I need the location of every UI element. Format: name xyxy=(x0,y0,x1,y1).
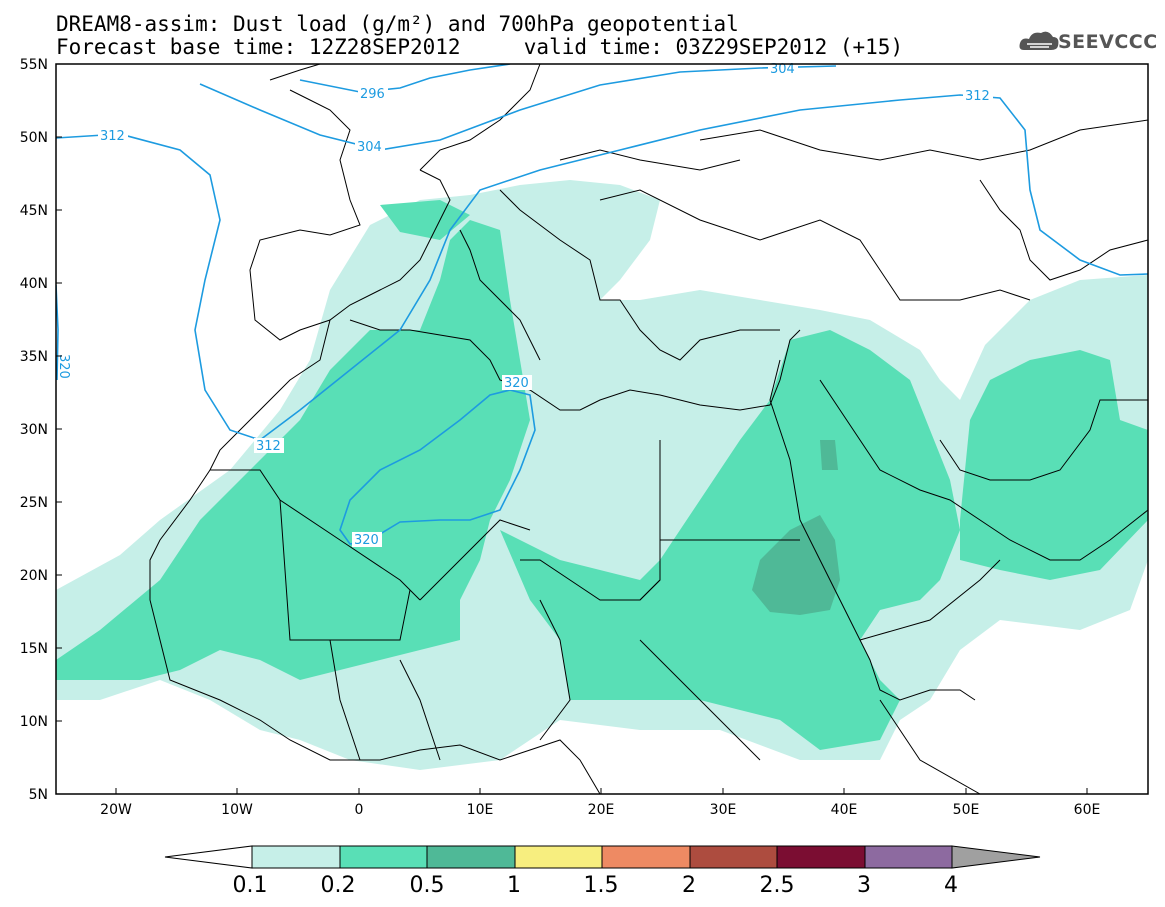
colorbar-swatch xyxy=(514,845,603,869)
colorbar-label: 2 xyxy=(682,873,696,898)
map-title: DREAM8-assim: Dust load (g/m²) and 700hP… xyxy=(56,12,739,36)
lat-tick-label: 30N xyxy=(20,422,48,438)
contour-label: 304 xyxy=(357,140,382,155)
contour-labels: 312 296 304 304 312 320 320 312 320 xyxy=(56,61,993,548)
dust-region-dark xyxy=(752,440,840,615)
colorbar-swatch xyxy=(251,845,341,869)
colorbar-swatch xyxy=(426,845,516,869)
dust-layer xyxy=(56,180,1148,770)
colorbar-label: 0.1 xyxy=(233,873,268,898)
colorbar-label: 3 xyxy=(857,873,871,898)
contour-label: 312 xyxy=(100,129,125,144)
contour-label: 312 xyxy=(256,439,281,454)
lat-tick-label: 35N xyxy=(20,349,48,365)
geopotential-contours xyxy=(56,64,1148,545)
contour-label: 320 xyxy=(56,354,71,379)
colorbar-low-arrow xyxy=(164,845,253,869)
colorbar-swatch xyxy=(339,845,428,869)
cloud-logo-icon xyxy=(1019,31,1059,50)
longitude-axis: 20W 10W 0 10E 20E 30E 40E 50E 60E xyxy=(100,788,1100,818)
lon-tick-label: 30E xyxy=(710,802,737,818)
forecast-time-subtitle: Forecast base time: 12Z28SEP2012 valid t… xyxy=(56,35,904,59)
dust-region-medium xyxy=(56,200,1148,750)
lon-tick-label: 40E xyxy=(831,802,858,818)
colorbar-swatch xyxy=(689,845,778,869)
contour-label: 296 xyxy=(360,87,385,102)
lon-tick-label: 20W xyxy=(100,802,132,818)
colorbar-label: 2.5 xyxy=(760,873,795,898)
colorbar-label: 1.5 xyxy=(584,873,619,898)
lat-tick-label: 40N xyxy=(20,276,48,292)
lat-tick-label: 15N xyxy=(20,641,48,657)
coastlines xyxy=(149,64,1148,794)
lat-tick-label: 55N xyxy=(20,57,48,73)
latitude-axis: 55N 50N 45N 40N 35N 30N 25N 20N 15N 10N … xyxy=(20,57,62,803)
contour-label: 304 xyxy=(770,62,795,77)
lon-tick-label: 20E xyxy=(588,802,615,818)
colorbar-label: 0.5 xyxy=(410,873,445,898)
lat-tick-label: 25N xyxy=(20,495,48,511)
lon-tick-label: 60E xyxy=(1074,802,1101,818)
lat-tick-label: 10N xyxy=(20,714,48,730)
colorbar: 0.1 0.2 0.5 1 1.5 2 2.5 3 4 xyxy=(164,845,1041,898)
lat-tick-label: 5N xyxy=(29,787,48,803)
lon-tick-label: 50E xyxy=(953,802,980,818)
colorbar-swatch xyxy=(601,845,691,869)
lon-tick-label: 10W xyxy=(221,802,253,818)
colorbar-label: 0.2 xyxy=(321,873,356,898)
lon-tick-label: 0 xyxy=(355,802,364,818)
colorbar-swatch xyxy=(864,845,953,869)
contour-label: 320 xyxy=(504,376,529,391)
lat-tick-label: 45N xyxy=(20,203,48,219)
lon-tick-label: 10E xyxy=(467,802,494,818)
colorbar-swatch xyxy=(776,845,866,869)
contour-label: 312 xyxy=(965,89,990,104)
colorbar-high-arrow xyxy=(951,845,1041,869)
logo-text: SEEVCCC xyxy=(1058,31,1158,53)
colorbar-label: 4 xyxy=(944,873,958,898)
contour-label: 320 xyxy=(354,533,379,548)
lat-tick-label: 20N xyxy=(20,568,48,584)
lat-tick-label: 50N xyxy=(20,130,48,146)
colorbar-label: 1 xyxy=(507,873,521,898)
